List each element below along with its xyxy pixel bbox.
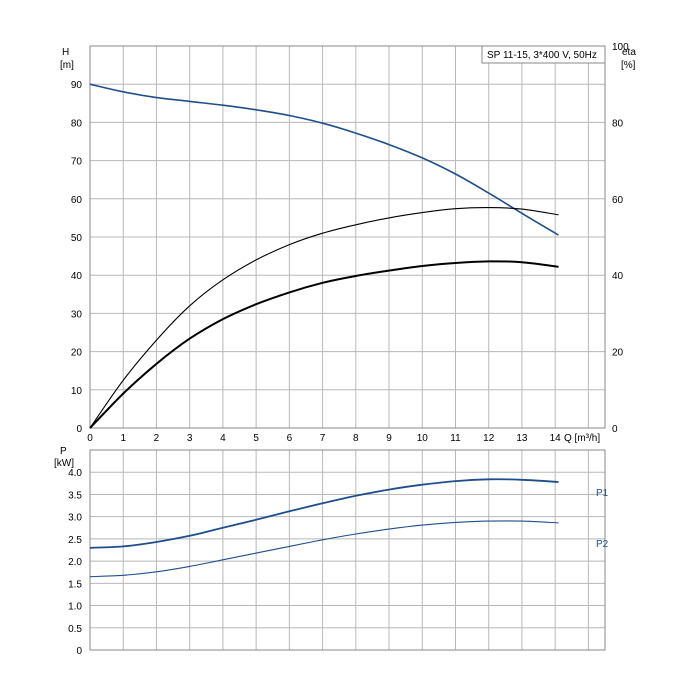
h-tick-label: 80 bbox=[71, 118, 83, 129]
x-tick-label: 13 bbox=[516, 433, 528, 444]
p-tick-label: 4.0 bbox=[68, 468, 82, 479]
h-tick-label: 60 bbox=[71, 195, 83, 206]
upper-series bbox=[89, 83, 559, 429]
p-tick-label: 0.5 bbox=[68, 624, 82, 635]
h-tick-label: 20 bbox=[71, 348, 83, 359]
h-tick-label: 90 bbox=[71, 80, 83, 91]
lower-plot-frame bbox=[89, 449, 606, 651]
eta-tick-label: 100 bbox=[612, 42, 629, 53]
p-tick-labels: 0 0.5 1.0 1.5 2.0 2.5 3.0 3.5 4.0 bbox=[68, 468, 82, 657]
p-axis-label: P bbox=[60, 446, 67, 457]
p-tick-label: 2.0 bbox=[68, 557, 82, 568]
x-tick-label: 14 bbox=[550, 433, 562, 444]
h-curve bbox=[89, 83, 559, 236]
h-tick-label: 30 bbox=[71, 309, 83, 320]
lower-grid bbox=[90, 450, 605, 650]
h-axis-unit: [m] bbox=[60, 60, 74, 71]
x-tick-labels: 0 1 2 3 4 5 6 7 8 9 10 11 12 13 14 bbox=[87, 433, 561, 444]
eta-tick-label: 40 bbox=[612, 271, 624, 282]
chart-title: SP 11-15, 3*400 V, 50Hz bbox=[487, 50, 597, 61]
p-tick-label: 1.0 bbox=[68, 602, 82, 613]
h-axis-label: H bbox=[62, 47, 69, 58]
x-tick-label: 0 bbox=[87, 433, 93, 444]
eta-axis-label: eta bbox=[622, 47, 636, 58]
h-tick-labels: 0 10 20 30 40 50 60 70 80 90 bbox=[71, 80, 83, 435]
eta-tick-label: 80 bbox=[612, 118, 624, 129]
eta-curve-2 bbox=[89, 260, 559, 429]
x-tick-label: 9 bbox=[386, 433, 392, 444]
p1-series-label: P1 bbox=[596, 488, 609, 499]
upper-panel: 0 1 2 3 4 5 6 7 8 9 10 11 12 13 14 0102030405060708090… bbox=[60, 42, 636, 444]
x-tick-label: 7 bbox=[320, 433, 326, 444]
h-tick-label: 50 bbox=[71, 233, 83, 244]
p1-curve bbox=[89, 478, 559, 549]
q-axis-label: Q [m³/h] bbox=[564, 433, 600, 444]
title-box bbox=[481, 45, 606, 64]
x-tick-label: 8 bbox=[353, 433, 359, 444]
eta-tick-label: 0 bbox=[612, 424, 618, 435]
h-tick-label: 70 bbox=[71, 157, 83, 168]
p-axis-unit: [kW] bbox=[54, 458, 74, 469]
eta-axis-unit: [%] bbox=[621, 60, 636, 71]
eta-tick-label: 20 bbox=[612, 348, 624, 359]
h-tick-label: 10 bbox=[71, 386, 83, 397]
upper-grid bbox=[90, 46, 605, 428]
p-tick-label: 2.5 bbox=[68, 535, 82, 546]
h-tick-label: 40 bbox=[71, 271, 83, 282]
p-tick-label: 3.0 bbox=[68, 513, 82, 524]
x-tick-label: 5 bbox=[253, 433, 259, 444]
lower-panel: 0 0.5 1.0 1.5 2.0 2.5 3.0 3.5 4.0 P [kW] P1 P2 bbox=[54, 446, 609, 657]
p-tick-label: 0 bbox=[76, 646, 82, 657]
x-tick-label: 11 bbox=[450, 433, 461, 444]
h-tick-label: 0 bbox=[76, 424, 82, 435]
upper-plot-frame bbox=[89, 45, 606, 429]
x-tick-label: 3 bbox=[187, 433, 193, 444]
eta-tick-label: 60 bbox=[612, 195, 624, 206]
eta-curve-1 bbox=[89, 207, 559, 429]
p2-series-label: P2 bbox=[596, 539, 609, 550]
x-tick-label: 2 bbox=[154, 433, 160, 444]
eta-tick-labels: 0 20 40 60 80 100 bbox=[612, 42, 629, 435]
x-tick-label: 4 bbox=[220, 433, 226, 444]
lower-series bbox=[89, 478, 559, 578]
p-tick-label: 1.5 bbox=[68, 579, 82, 590]
p-tick-label: 3.5 bbox=[68, 490, 82, 501]
x-tick-label: 1 bbox=[120, 433, 126, 444]
x-tick-label: 6 bbox=[287, 433, 293, 444]
x-tick-label: 12 bbox=[483, 433, 495, 444]
x-tick-label: 10 bbox=[417, 433, 429, 444]
p2-curve bbox=[89, 520, 559, 578]
